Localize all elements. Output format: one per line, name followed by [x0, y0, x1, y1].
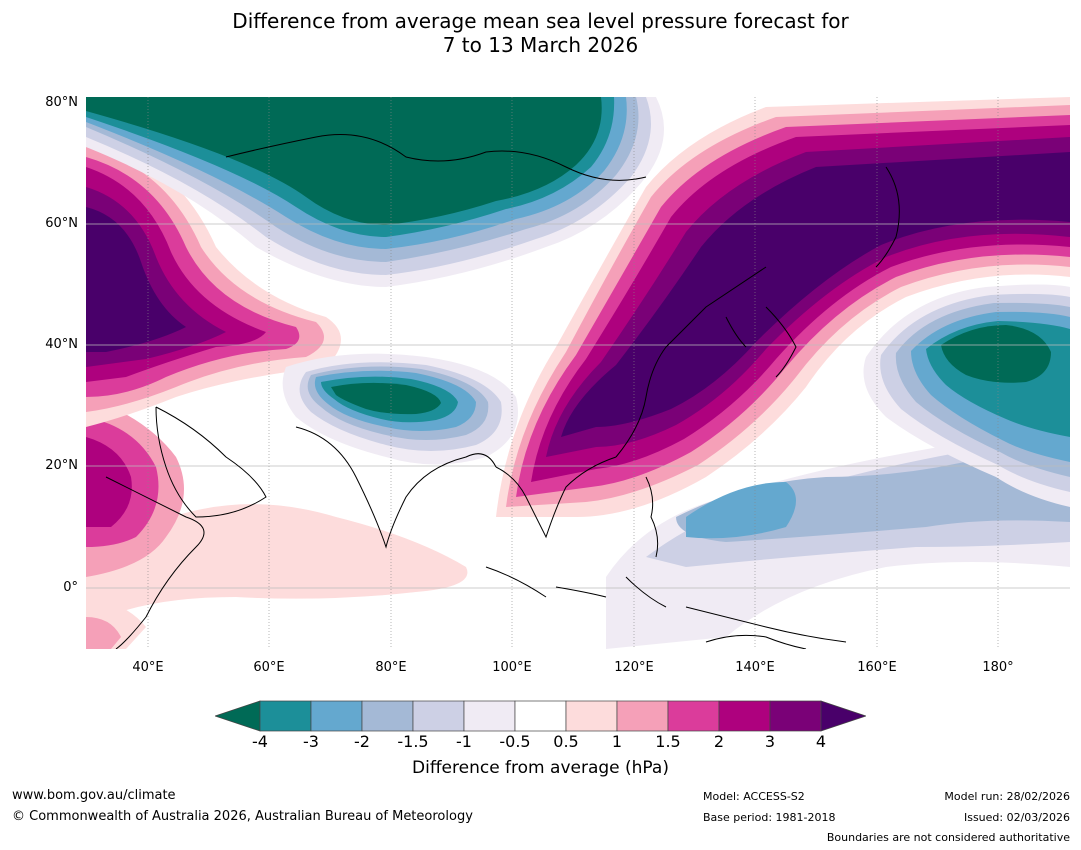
colorbar-swatch: [667, 700, 720, 732]
base-period-text: Base period: 1981-2018: [703, 811, 836, 824]
pressure-anomaly-map: [86, 97, 1070, 649]
lon-label-120e: 120°E: [614, 660, 654, 675]
lon-label-100e: 100°E: [492, 660, 532, 675]
colorbar-swatch: [259, 700, 312, 732]
lon-label-80e: 80°E: [375, 660, 407, 675]
lon-label-180: 180°: [982, 660, 1014, 675]
lon-label-60e: 60°E: [253, 660, 285, 675]
colorbar-label: Difference from average (hPa): [412, 758, 669, 778]
colorbar-tick-label: 2: [713, 732, 725, 751]
colorbar-tick-label: -1.5: [397, 732, 429, 751]
map-title: Difference from average mean sea level p…: [0, 9, 1081, 57]
disclaimer-text: Boundaries are not considered authoritat…: [826, 831, 1070, 844]
colorbar-tick-label: -1: [456, 732, 472, 751]
colorbar-swatch: [769, 700, 822, 732]
colorbar-tick-label: -4: [252, 732, 268, 751]
lat-label-60n: 60°N: [45, 216, 78, 231]
colorbar-swatch: [463, 700, 516, 732]
colorbar-tick-label: -3: [303, 732, 319, 751]
lon-label-40e: 40°E: [132, 660, 164, 675]
model-text: Model: ACCESS-S2: [703, 790, 805, 803]
colorbar-tick-label: -2: [354, 732, 370, 751]
title-line-2: 7 to 13 March 2026: [442, 33, 639, 57]
colorbar-swatch: [361, 700, 414, 732]
colorbar-tick-label: 3: [764, 732, 776, 751]
colorbar-swatch: [514, 700, 567, 732]
colorbar-extend-high: [820, 700, 868, 732]
colorbar-tick-label: 1.5: [655, 732, 681, 751]
colorbar: [213, 700, 868, 732]
coastlines: [105, 134, 900, 649]
colorbar-tick-label: -0.5: [499, 732, 531, 751]
website-link[interactable]: www.bom.gov.au/climate: [12, 788, 176, 803]
issued-text: Issued: 02/03/2026: [963, 811, 1070, 824]
colorbar-swatch: [565, 700, 618, 732]
title-line-1: Difference from average mean sea level p…: [232, 9, 849, 33]
lon-label-160e: 160°E: [857, 660, 897, 675]
lon-label-140e: 140°E: [735, 660, 775, 675]
colorbar-tick-label: 0.5: [553, 732, 579, 751]
lat-label-0: 0°: [63, 580, 78, 595]
colorbar-swatch: [718, 700, 771, 732]
copyright-text: © Commonwealth of Australia 2026, Austra…: [12, 809, 473, 824]
colorbar-tick-label: 1: [611, 732, 623, 751]
lat-label-40n: 40°N: [45, 337, 78, 352]
colorbar-swatches: [213, 700, 868, 732]
lat-label-80n: 80°N: [45, 95, 78, 110]
colorbar-extend-low: [213, 700, 261, 732]
colorbar-swatch: [616, 700, 669, 732]
colorbar-swatch: [412, 700, 465, 732]
colorbar-swatch: [310, 700, 363, 732]
map-canvas: [86, 97, 1070, 649]
model-run-text: Model run: 28/02/2026: [944, 790, 1070, 803]
colorbar-tick-label: 4: [815, 732, 827, 751]
lat-label-20n: 20°N: [45, 458, 78, 473]
